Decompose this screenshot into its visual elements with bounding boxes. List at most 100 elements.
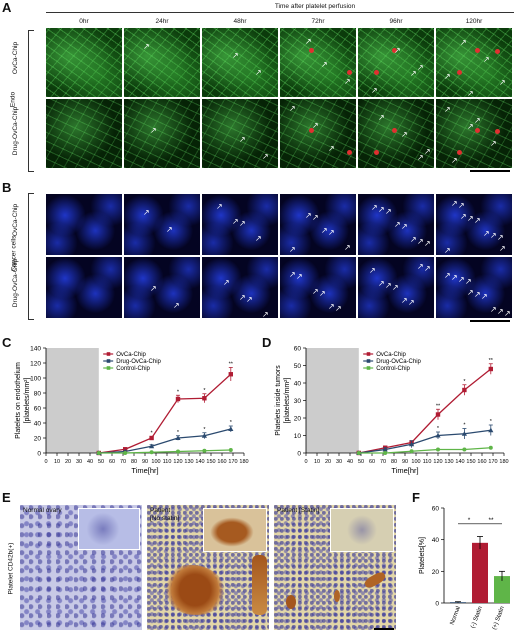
x-tick-label: 10 [314,459,320,465]
panel-a-row-label-2: Drug-OvCa-Chip [12,106,19,156]
platelet-arrow-icon: ↗ [173,301,180,310]
x-tick-label: 80 [391,459,397,465]
significance-marker: * [203,427,206,433]
significance-marker: * [230,420,233,426]
panel-label-f: F [412,490,420,505]
platelet-stain-spot-3 [362,570,388,590]
microscopy-tile: ↗ ↗ [124,257,200,318]
scale-bar-a [470,170,510,172]
legend-label: Drug-OvCa-Chip [116,359,161,365]
panel-b-row-label-1: OvCa-Chip [12,203,19,237]
platelet-arrow-icon: ↗ [328,302,335,311]
platelet-arrow-icon: ↗ [223,278,230,287]
platelet-arrow-icon: ↗ [417,262,424,271]
y-tick-label: 40 [294,381,302,388]
platelet-arrow-icon: ↗ [321,226,328,235]
platelet-arrow-icon: ↗ [458,275,465,284]
x-axis-label: Time[hr] [131,466,158,475]
scale-bar-e [374,628,394,630]
platelet-arrow-icon: ↗ [424,239,431,248]
x-tick-label: 110 [163,459,172,465]
y-tick-label: 0 [37,451,41,458]
legend-marker [366,352,371,356]
platelet-arrow-icon: ↗ [255,234,262,243]
x-tick-label: 120 [433,459,442,465]
platelet-arrow-icon: ↗ [467,89,474,98]
data-point [356,451,361,455]
microscopy-tile: ↗ ↗ ↗ ↗ [202,194,278,255]
histology-title-statin: Patient [Statin] [277,507,320,514]
series-line [98,449,231,454]
timepoint-label: 0hr [79,18,89,25]
significance-marker: ** [229,362,234,368]
inset-normal [78,508,140,550]
panel-a-row-label-1: OvCa-Chip [12,41,19,75]
y-tick-label: 30 [294,398,302,405]
y-tick-label: 60 [34,406,42,413]
y-tick-label: 40 [34,421,42,428]
platelet-arrow-icon: ↗ [319,289,326,298]
x-tick-label: (-) Statin [470,606,484,630]
platelet-dot [392,48,397,53]
y-axis-label: Platelets[%] [419,537,426,574]
platelet-arrow-icon: ↗ [467,214,474,223]
panel-label-e: E [2,490,11,505]
platelet-arrow-icon: ↗ [255,68,262,77]
significance-marker: * [463,379,466,385]
series-line [358,368,492,454]
microscopy-tile: ↗ ↗ [202,99,278,168]
bar [472,542,488,603]
platelet-dot [309,48,314,53]
data-point [436,447,440,452]
platelet-stain-spot-2 [334,590,340,602]
chart-platelets-percent: 0 20 40 60 Platelets[%] Normal (-) Statin (+) S… [419,506,510,631]
panel-a-header: Time after platelet perfusion [274,3,356,10]
x-tick-label: 0 [304,459,307,465]
y-axis-label: Platelets inside tumors [275,365,282,436]
panel-a-bracket [28,30,34,172]
platelet-arrow-icon: ↗ [335,304,342,313]
platelet-arrow-icon: ↗ [305,211,312,220]
panel-e-side-label: Platelet CD42b(+) [7,542,15,595]
x-tick-label: 50 [98,459,104,465]
platelet-arrow-icon: ↗ [344,243,351,252]
x-tick-label: 150 [466,459,475,465]
microscopy-tile [46,257,122,318]
legend-marker [366,359,371,363]
histology-patient-statin: Patient [Statin] [274,505,396,630]
platelet-arrow-icon: ↗ [166,225,173,234]
platelet-dot [475,48,480,53]
microscopy-tile: ↗ ↗ ↗ ↗ ↗ [436,99,512,168]
microscopy-tile: ↗ ↗ [202,28,278,97]
data-point [488,427,494,433]
data-point [488,366,493,372]
x-tick-label: 100 [151,459,160,465]
timepoint-label: 120hr [465,18,483,25]
microscopy-tile [46,28,122,97]
platelet-arrow-icon: ↗ [499,244,506,253]
microscopy-tile: ↗ ↗ [124,194,200,255]
microscopy-tile: ↗ ↗ ↗ ↗ [202,257,278,318]
legend-label: OvCa-Chip [376,352,406,358]
x-tick-label: 0 [44,459,47,465]
platelet-arrow-icon: ↗ [143,42,150,51]
timepoint-label: 72hr [311,18,325,25]
data-point [149,435,154,441]
platelet-dot [457,150,462,155]
platelet-arrow-icon: ↗ [232,51,239,60]
platelet-arrow-icon: ↗ [150,126,157,135]
x-axis-label: Time[hr] [391,466,418,475]
series-line [358,429,491,454]
microscopy-tile [46,194,122,255]
y-tick-label: 50 [294,363,302,370]
panel-label-c: C [2,335,12,350]
y-axis-label-units: [platelets/mm²] [24,377,31,423]
microscopy-tile: ↗ ↗ ↗ ↗ [358,99,434,168]
histology-title-no-statin-1: Patient [150,507,171,514]
platelet-arrow-icon: ↗ [444,271,451,280]
significance-marker: * [151,431,154,437]
legend-marker [106,366,111,370]
platelet-dot [475,128,480,133]
y-tick-label: 100 [30,376,41,383]
